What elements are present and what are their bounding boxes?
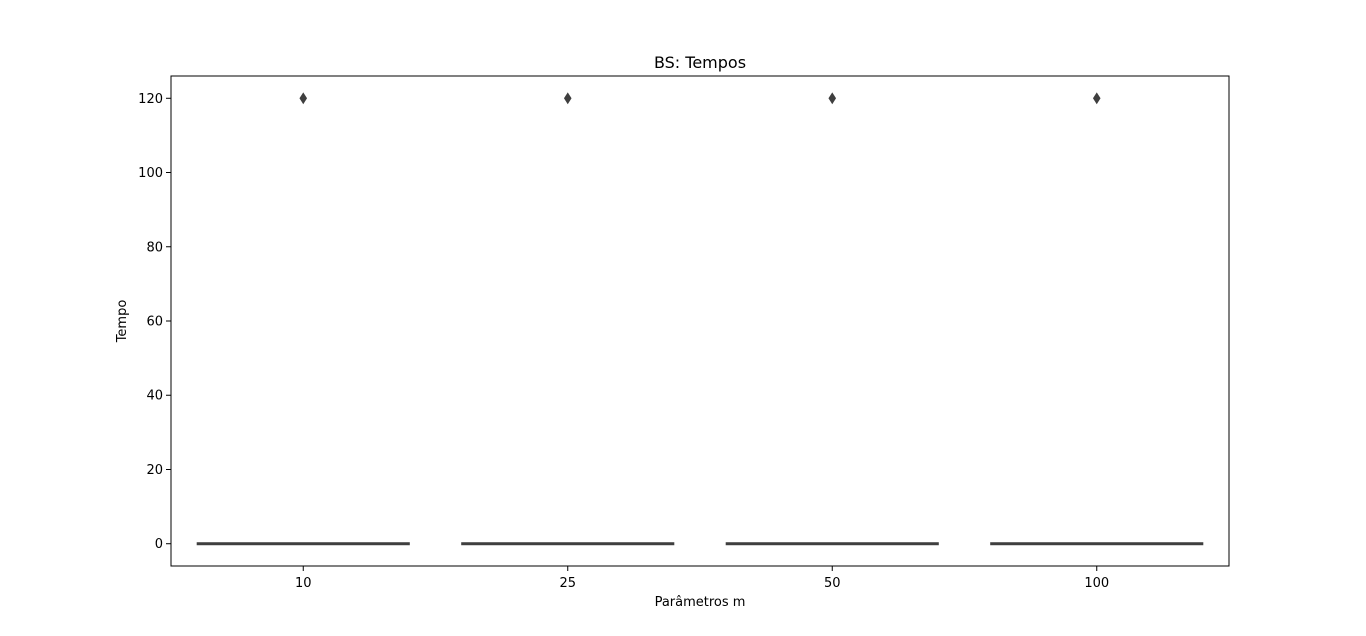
outlier-point [563, 92, 572, 105]
x-tick-label: 100 [1084, 576, 1109, 591]
y-tick-label: 120 [138, 92, 163, 107]
outlier-point [828, 92, 837, 105]
y-axis-title: Tempo [115, 300, 130, 344]
y-axis: 0 20 40 60 80 100 120 [138, 92, 171, 552]
outlier-point [1092, 92, 1101, 105]
chart-title: BS: Tempos [654, 53, 746, 72]
y-tick-label: 40 [146, 389, 163, 404]
x-axis-title: Parâmetros m [655, 595, 746, 610]
y-tick-label: 100 [138, 166, 163, 181]
x-tick-label: 25 [559, 576, 576, 591]
outlier-point [299, 92, 308, 105]
y-tick-label: 80 [146, 240, 163, 255]
x-tick-label: 10 [295, 576, 312, 591]
x-tick-label: 50 [824, 576, 841, 591]
y-tick-label: 20 [146, 463, 163, 478]
box-series [196, 92, 1204, 546]
plot-area [170, 75, 1230, 567]
y-tick-label: 0 [155, 537, 163, 552]
y-tick-label: 60 [146, 315, 163, 330]
x-axis: 10 25 50 100 [295, 566, 1109, 591]
